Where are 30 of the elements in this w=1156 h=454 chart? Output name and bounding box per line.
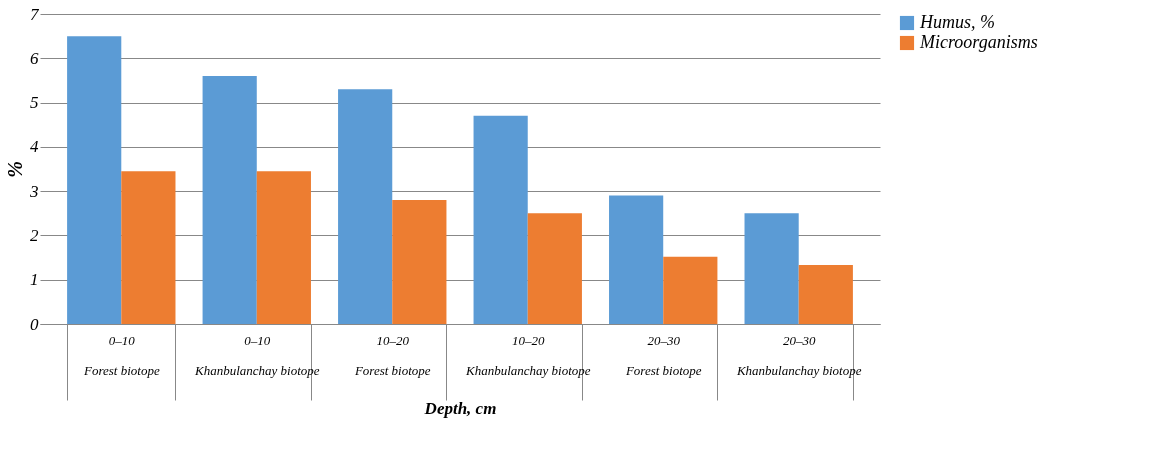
legend-label: Microorganisms bbox=[919, 32, 1038, 52]
bar bbox=[67, 36, 122, 324]
legend-label: Humus, % bbox=[919, 12, 995, 32]
x-tick-label: 0–10 Forest biotope bbox=[82, 332, 160, 378]
y-tick-label: 5 bbox=[30, 93, 39, 113]
bar bbox=[527, 213, 582, 324]
x-axis-title: Depth, cm bbox=[423, 399, 497, 418]
y-tick-label: 6 bbox=[30, 48, 39, 68]
y-tick-label: 1 bbox=[30, 270, 39, 290]
x-tick-label: 10–20 Forest biotope bbox=[353, 332, 431, 378]
bar bbox=[392, 200, 447, 324]
y-tick-label: 4 bbox=[30, 137, 39, 157]
x-tick-label: 20–30 Forest biotope bbox=[624, 332, 702, 378]
bar bbox=[744, 213, 799, 324]
y-tick-label: 3 bbox=[29, 181, 39, 201]
x-tick-label: 10–20 Khanbulanchay biotope bbox=[464, 332, 591, 378]
bar bbox=[202, 76, 257, 324]
x-tick-label: 0–10 Khanbulanchay biotope bbox=[193, 332, 320, 378]
y-tick-label: 2 bbox=[30, 225, 39, 245]
bar bbox=[121, 171, 176, 324]
y-tick-label: 7 bbox=[30, 4, 40, 24]
bar bbox=[338, 89, 393, 324]
bar bbox=[798, 265, 853, 324]
bar bbox=[473, 115, 528, 324]
y-axis-title: % bbox=[4, 161, 26, 178]
bar bbox=[663, 256, 718, 324]
bar bbox=[609, 195, 664, 324]
x-tick-label: 20–30 Khanbulanchay biotope bbox=[735, 332, 862, 378]
bar bbox=[256, 171, 311, 324]
y-tick-label: 0 bbox=[30, 314, 39, 334]
